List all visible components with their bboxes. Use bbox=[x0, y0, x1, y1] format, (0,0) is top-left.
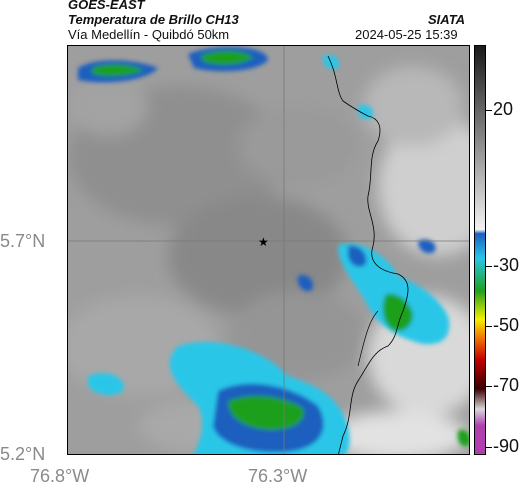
colorbar-label: -90 bbox=[493, 436, 520, 456]
brightness-temperature-image: ★ bbox=[68, 46, 469, 454]
colorbar-label: -30 bbox=[493, 255, 520, 275]
colorbar-tick bbox=[486, 110, 492, 111]
temperature-colorbar bbox=[474, 45, 486, 455]
agency-label: SIATA bbox=[428, 12, 466, 27]
colorbar-tick bbox=[486, 266, 492, 267]
timestamp-label: 2024-05-25 15:39 bbox=[355, 27, 458, 42]
latitude-label-bottom: 5.2°N bbox=[0, 444, 46, 464]
product-title: Temperatura de Brillo CH13 bbox=[68, 12, 239, 27]
station-star-marker: ★ bbox=[258, 235, 269, 249]
longitude-label-right: 76.3°W bbox=[248, 466, 308, 486]
location-subtitle: Vía Medellín - Quibdó 50km bbox=[68, 27, 230, 42]
satellite-title: GOES-EAST bbox=[68, 0, 145, 12]
latitude-label-top: 5.7°N bbox=[0, 231, 46, 251]
colorbar-label: -50 bbox=[493, 315, 520, 335]
longitude-label-left: 76.8°W bbox=[30, 466, 90, 486]
colorbar-tick bbox=[486, 326, 492, 327]
colorbar-label: -70 bbox=[493, 375, 520, 395]
satellite-map: ★ bbox=[67, 45, 470, 455]
colorbar-label: 20 bbox=[493, 99, 514, 119]
colorbar-tick bbox=[486, 386, 492, 387]
colorbar-tick bbox=[486, 447, 492, 448]
